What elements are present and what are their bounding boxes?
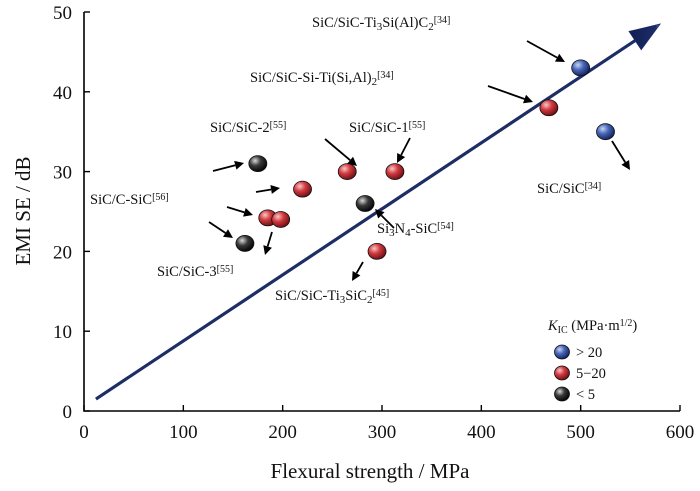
- annotation-label: SiC/SiC[34]: [537, 181, 601, 197]
- y-tick-label: 10: [53, 322, 72, 343]
- y-tick-label: 0: [63, 402, 73, 423]
- y-tick-label: 30: [53, 163, 72, 184]
- legend-label: < 5: [576, 387, 595, 403]
- x-tick-label: 300: [368, 422, 397, 443]
- data-point-low: [248, 155, 268, 173]
- y-tick-label: 50: [53, 3, 72, 24]
- x-tick-label: 200: [268, 422, 297, 443]
- y-tick-label: 20: [53, 242, 72, 263]
- pointer-arrow-head: [523, 94, 533, 104]
- x-tick-label: 100: [169, 422, 198, 443]
- pointer-arrow-line: [355, 261, 364, 274]
- legend-title: KIC (MPa·m1/2): [547, 318, 637, 336]
- annotation-label: SiC/SiC-2[55]: [210, 120, 286, 136]
- pointer-arrow-head: [352, 270, 361, 281]
- legend-marker-mid: [554, 365, 570, 381]
- annotation-label: Si3N4-SiC[54]: [377, 221, 454, 239]
- annotation-label: SiC/SiC-Ti3Si(Al)C2[34]: [312, 15, 450, 33]
- pointer-arrow-head: [554, 53, 565, 62]
- x-tick-label: 400: [467, 422, 496, 443]
- y-tick-label: 40: [53, 83, 72, 104]
- data-point-mid: [539, 99, 559, 117]
- annotation-label: SiC/SiC-1[55]: [349, 120, 425, 136]
- pointer-arrow-head: [234, 160, 244, 170]
- pointer-arrow-head: [347, 156, 357, 166]
- pointer-arrow-head: [263, 245, 272, 255]
- annotation-label: SiC/SiC-3[55]: [157, 264, 233, 280]
- data-point-low: [235, 235, 255, 252]
- pointer-arrow-line: [400, 137, 411, 156]
- data-point-mid: [385, 163, 405, 181]
- data-point-high: [596, 123, 615, 141]
- legend-marker-high: [554, 344, 570, 360]
- x-tick-label: 500: [566, 422, 595, 443]
- annotation-label: SiC/SiC-Si-Ti(Si,Al)2[34]: [250, 70, 394, 88]
- legend-label: > 20: [576, 345, 602, 361]
- data-points: [235, 59, 615, 260]
- annotation-label: SiC/SiC-Ti3SiC2[45]: [275, 288, 389, 306]
- data-point-high: [571, 59, 591, 77]
- legend: KIC (MPa·m1/2) > 20 5−20 < 5: [547, 318, 637, 403]
- x-axis-title: Flexural strength / MPa: [271, 459, 471, 483]
- pointer-arrow-head: [243, 208, 253, 217]
- pointer-arrow-line: [255, 188, 272, 193]
- data-point-mid: [293, 180, 312, 198]
- pointer-arrow-line: [380, 214, 395, 229]
- pointer-arrow-head: [270, 185, 280, 194]
- data-point-low: [355, 195, 375, 212]
- pointer-arrow-line: [324, 138, 351, 161]
- pointer-arrow-line: [526, 40, 558, 59]
- pointer-arrow-line: [212, 164, 236, 172]
- pointer-arrow-line: [266, 231, 273, 247]
- data-point-mid: [367, 242, 387, 260]
- annotation-pointers: [208, 40, 630, 281]
- axes: 0 100 200 300 400 500 600 0 10 20 30 40 50: [53, 3, 694, 443]
- annotations: SiC/SiC-Ti3Si(Al)C2[34] SiC/SiC-Si-Ti(Si,…: [90, 15, 601, 306]
- annotation-label: SiC/C-SiC[56]: [90, 192, 169, 208]
- pointer-arrow-line: [226, 206, 245, 214]
- x-tick-label: 0: [79, 422, 89, 443]
- pointer-arrow-line: [487, 85, 525, 100]
- x-tick-label: 600: [666, 422, 695, 443]
- legend-marker-low: [554, 386, 570, 402]
- pointer-arrow-head: [223, 229, 233, 238]
- pointer-arrow-head: [375, 209, 385, 219]
- legend-label: 5−20: [576, 366, 606, 382]
- trend-arrow-line: [95, 39, 637, 401]
- data-point-mid: [337, 163, 357, 181]
- pointer-arrow-head: [621, 159, 630, 170]
- pointer-arrow-line: [208, 221, 227, 234]
- y-axis-title: EMI SE / dB: [11, 156, 35, 265]
- data-point-mid: [271, 211, 291, 228]
- trend-arrow-head: [628, 23, 662, 51]
- pointer-arrow-line: [611, 140, 627, 163]
- pointer-arrow-head: [397, 152, 406, 163]
